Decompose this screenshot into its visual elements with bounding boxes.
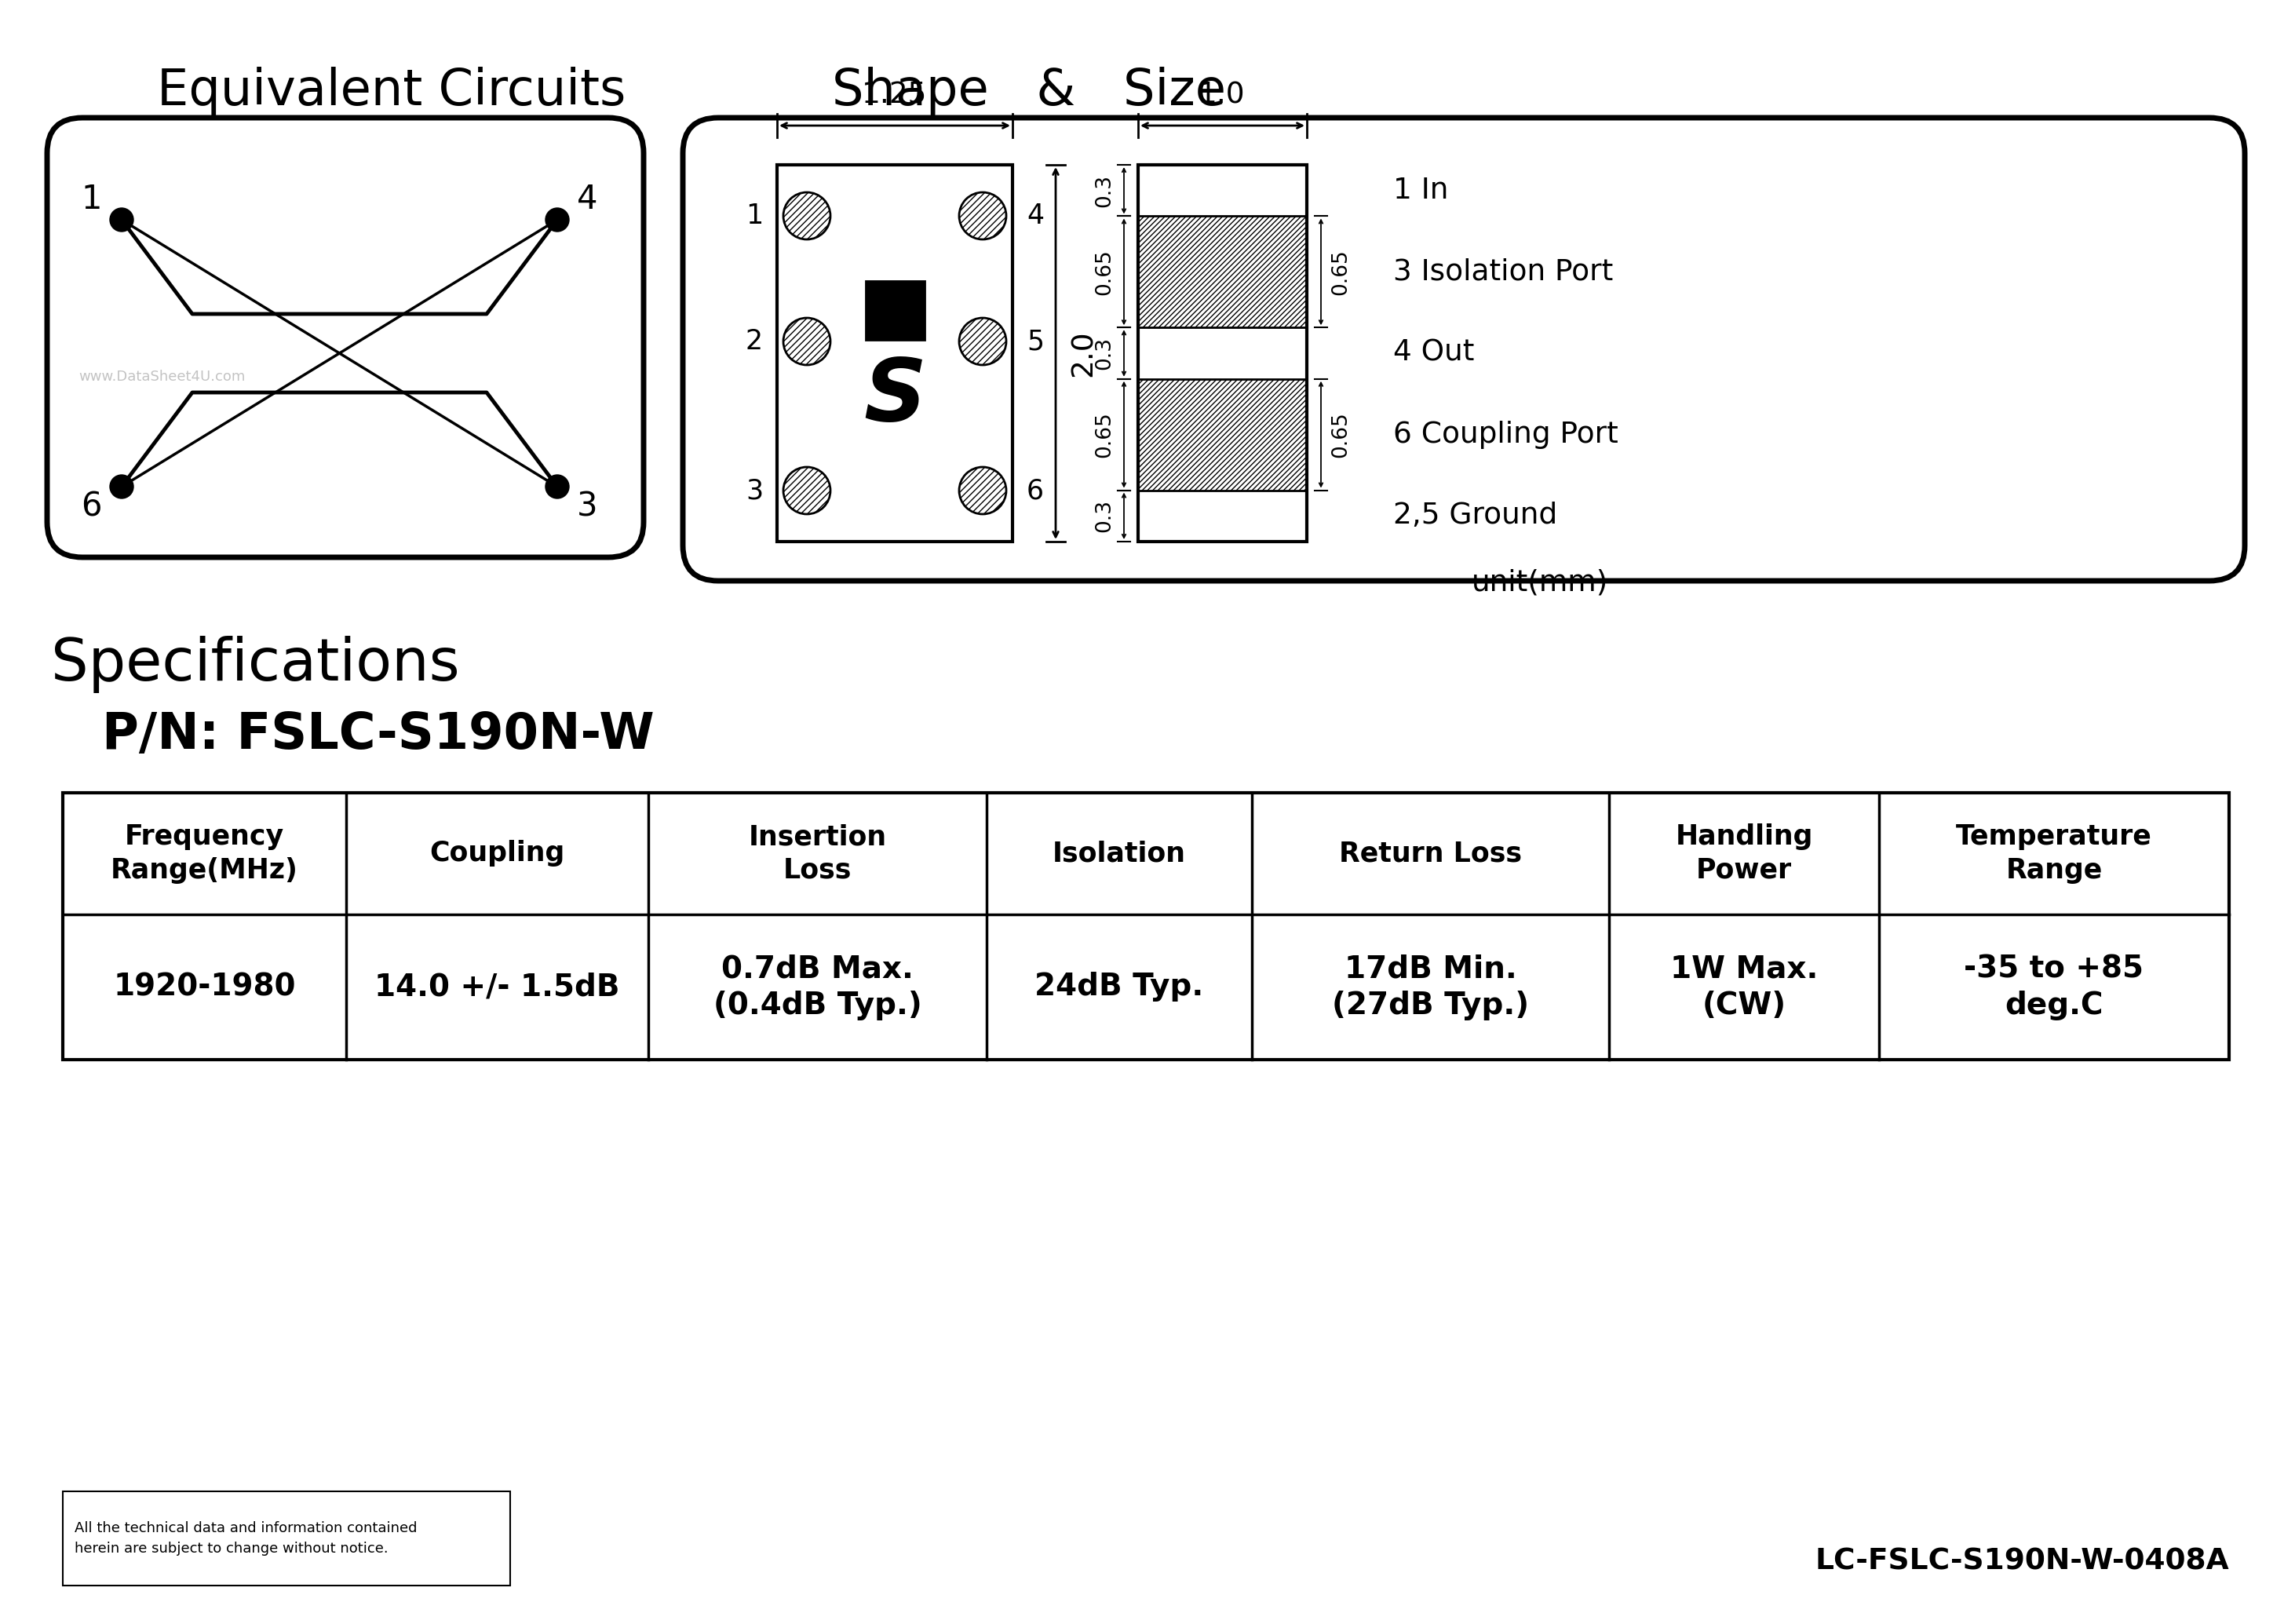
Bar xyxy=(1138,490,1306,541)
FancyBboxPatch shape xyxy=(684,117,2245,581)
Text: 4: 4 xyxy=(576,184,597,216)
Text: unit(mm): unit(mm) xyxy=(1471,568,1609,598)
Text: 1.25: 1.25 xyxy=(863,81,927,110)
Circle shape xyxy=(783,468,831,515)
Text: 1920-1980: 1920-1980 xyxy=(112,973,296,1002)
Text: 6: 6 xyxy=(1026,477,1044,503)
Circle shape xyxy=(110,474,133,499)
Text: All the technical data and information contained
herein are subject to change wi: All the technical data and information c… xyxy=(73,1522,418,1556)
Text: Equivalent Circuits: Equivalent Circuits xyxy=(156,67,627,115)
Bar xyxy=(62,1491,509,1585)
Text: -35 to +85
deg.C: -35 to +85 deg.C xyxy=(1965,953,2144,1020)
Text: 1W Max.
(CW): 1W Max. (CW) xyxy=(1671,953,1818,1020)
Text: 3 Isolation Port: 3 Isolation Port xyxy=(1393,258,1613,286)
Text: 6: 6 xyxy=(80,490,101,523)
Text: 24dB Typ.: 24dB Typ. xyxy=(1035,973,1203,1002)
Bar xyxy=(1138,164,1306,541)
Bar xyxy=(1138,378,1306,490)
Text: P/N: FSLC-S190N-W: P/N: FSLC-S190N-W xyxy=(101,710,654,758)
Text: 4 Out: 4 Out xyxy=(1393,339,1473,367)
Text: 4: 4 xyxy=(1026,203,1044,229)
Text: 0.3: 0.3 xyxy=(1095,174,1115,206)
Text: S: S xyxy=(863,354,927,438)
Text: Handling
Power: Handling Power xyxy=(1675,823,1813,883)
Text: Insertion
Loss: Insertion Loss xyxy=(748,823,886,883)
Text: 1 In: 1 In xyxy=(1393,177,1448,205)
Text: Temperature
Range: Temperature Range xyxy=(1955,823,2153,883)
Text: 3: 3 xyxy=(576,490,597,523)
Text: 14.0 +/- 1.5dB: 14.0 +/- 1.5dB xyxy=(374,973,620,1002)
Text: 1.0: 1.0 xyxy=(1198,81,1246,110)
Circle shape xyxy=(546,208,569,232)
Bar xyxy=(1138,216,1306,328)
Text: Coupling: Coupling xyxy=(429,840,565,867)
Text: www.DataSheet4U.com: www.DataSheet4U.com xyxy=(78,370,246,383)
Text: Shape   &   Size: Shape & Size xyxy=(833,67,1226,115)
Text: 17dB Min.
(27dB Typ.): 17dB Min. (27dB Typ.) xyxy=(1331,953,1528,1020)
Text: Frequency
Range(MHz): Frequency Range(MHz) xyxy=(110,823,298,883)
Text: 0.65: 0.65 xyxy=(1331,248,1352,296)
Text: 1: 1 xyxy=(746,203,762,229)
Text: 1: 1 xyxy=(80,184,101,216)
Text: 0.65: 0.65 xyxy=(1331,411,1352,458)
FancyBboxPatch shape xyxy=(48,117,643,557)
Circle shape xyxy=(783,318,831,365)
Text: 0.65: 0.65 xyxy=(1095,411,1115,458)
Text: 2.0: 2.0 xyxy=(1069,330,1097,377)
Text: 0.65: 0.65 xyxy=(1095,248,1115,296)
Text: Specifications: Specifications xyxy=(50,635,459,693)
Bar xyxy=(62,793,2228,1059)
Text: 0.3: 0.3 xyxy=(1095,336,1115,370)
Bar xyxy=(778,164,1012,541)
Bar xyxy=(1138,328,1306,378)
Text: 2,5 Ground: 2,5 Ground xyxy=(1393,502,1558,529)
Circle shape xyxy=(783,192,831,239)
Text: Isolation: Isolation xyxy=(1053,840,1187,867)
Circle shape xyxy=(110,208,133,232)
Text: Return Loss: Return Loss xyxy=(1338,840,1522,867)
Text: 2: 2 xyxy=(746,328,762,354)
Text: LC-FSLC-S190N-W-0408A: LC-FSLC-S190N-W-0408A xyxy=(1815,1548,2228,1577)
Bar xyxy=(1138,164,1306,216)
Circle shape xyxy=(959,468,1005,515)
Text: 6 Coupling Port: 6 Coupling Port xyxy=(1393,421,1618,448)
Bar xyxy=(865,281,925,339)
Text: 0.7dB Max.
(0.4dB Typ.): 0.7dB Max. (0.4dB Typ.) xyxy=(714,953,923,1020)
Circle shape xyxy=(546,474,569,499)
Text: 5: 5 xyxy=(1026,328,1044,354)
Text: 3: 3 xyxy=(746,477,762,503)
Text: 0.3: 0.3 xyxy=(1095,500,1115,533)
Circle shape xyxy=(959,192,1005,239)
Circle shape xyxy=(959,318,1005,365)
